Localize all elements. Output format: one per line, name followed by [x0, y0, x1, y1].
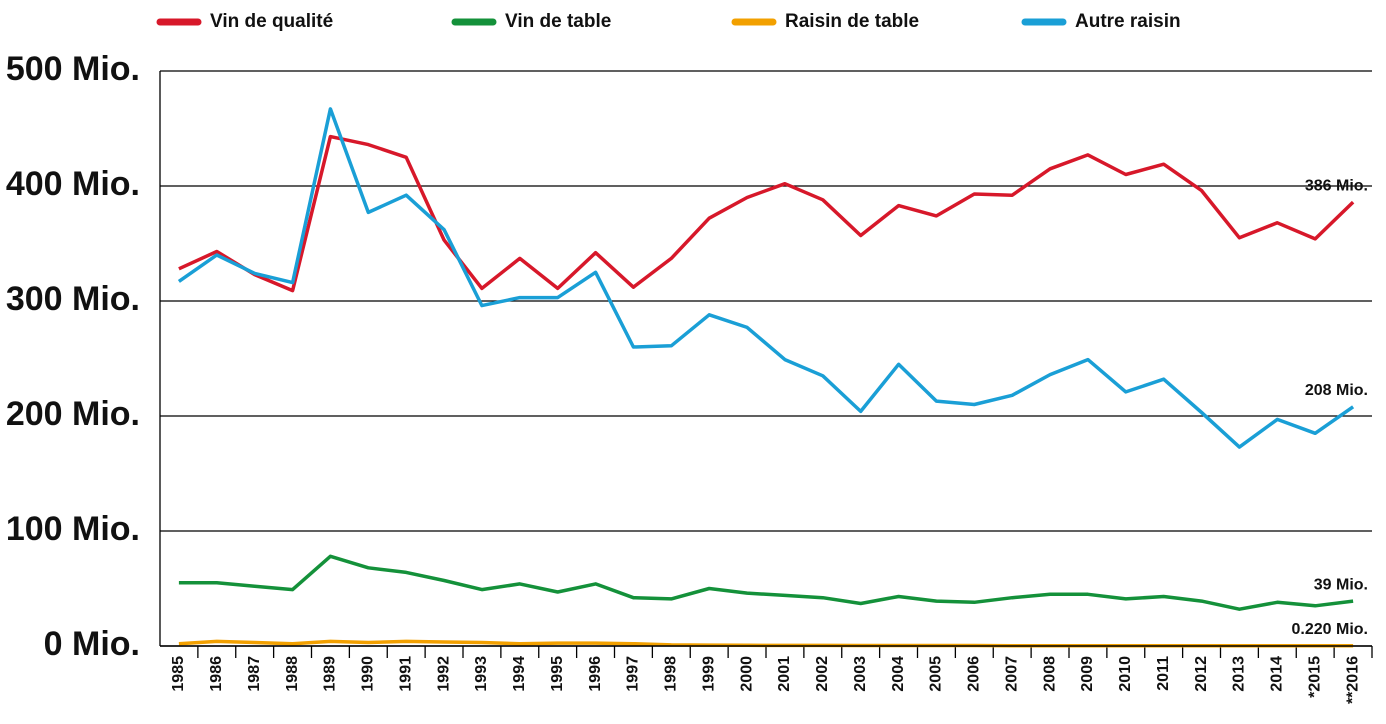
- y-tick-label: 400 Mio.: [6, 165, 140, 203]
- x-tick-label: 1990: [360, 656, 377, 692]
- y-tick-label: 100 Mio.: [6, 510, 140, 548]
- x-tick-label: 2011: [1155, 656, 1172, 691]
- legend-label: Vin de qualité: [210, 11, 333, 32]
- legend-label: Autre raisin: [1075, 11, 1181, 32]
- x-tick-label: 2005: [928, 656, 945, 692]
- x-tick-label: 2007: [1003, 656, 1020, 692]
- x-tick-label: 1991: [397, 656, 414, 692]
- x-tick-label: 2008: [1041, 656, 1058, 692]
- x-tick-label: 1996: [587, 656, 604, 692]
- value-label: 0.220 Mio.: [1292, 621, 1368, 638]
- x-tick-label: 1989: [322, 656, 339, 692]
- x-tick-label: 2001: [776, 656, 793, 692]
- x-tick-label: 2012: [1193, 656, 1210, 692]
- x-tick-label: 2014: [1269, 656, 1286, 692]
- x-tick-label: 2009: [1079, 656, 1096, 692]
- y-tick-label: 500 Mio.: [6, 50, 140, 88]
- line-series: [178, 554, 1354, 611]
- x-tick-label: *2015: [1306, 656, 1323, 698]
- line-series: [177, 107, 1355, 449]
- x-tick-label: 1999: [700, 656, 717, 692]
- x-tick-label: 2010: [1117, 656, 1134, 692]
- x-tick-label: 1993: [473, 656, 490, 692]
- legend-label: Raisin de table: [785, 11, 919, 32]
- value-label: 208 Mio.: [1305, 382, 1368, 399]
- legend-label: Vin de table: [505, 11, 611, 32]
- x-tick-label: 1997: [625, 656, 642, 692]
- x-tick-label: 1987: [246, 656, 263, 692]
- x-tick-label: 2006: [966, 656, 983, 692]
- line-series: [178, 134, 1355, 293]
- x-tick-label: 1988: [284, 656, 301, 692]
- x-tick-label: **2016: [1344, 656, 1361, 704]
- x-tick-label: 1992: [435, 656, 452, 692]
- x-tick-label: 2004: [890, 656, 907, 692]
- x-tick-label: 2000: [738, 656, 755, 692]
- x-tick-label: 1995: [549, 656, 566, 692]
- x-tick-label: 1994: [511, 656, 528, 692]
- x-tick-label: 1998: [663, 656, 680, 692]
- value-label: 39 Mio.: [1314, 576, 1368, 593]
- y-tick-label: 200 Mio.: [6, 395, 140, 433]
- y-tick-label: 0 Mio.: [44, 625, 140, 663]
- x-tick-label: 1986: [208, 656, 225, 692]
- x-tick-label: 2002: [814, 656, 831, 692]
- line-series: [178, 639, 1354, 648]
- x-tick-label: 2013: [1231, 656, 1248, 692]
- x-tick-label: 1985: [170, 656, 187, 692]
- x-tick-label: 2003: [852, 656, 869, 692]
- value-label: 386 Mio.: [1305, 177, 1368, 194]
- y-tick-label: 300 Mio.: [6, 280, 140, 318]
